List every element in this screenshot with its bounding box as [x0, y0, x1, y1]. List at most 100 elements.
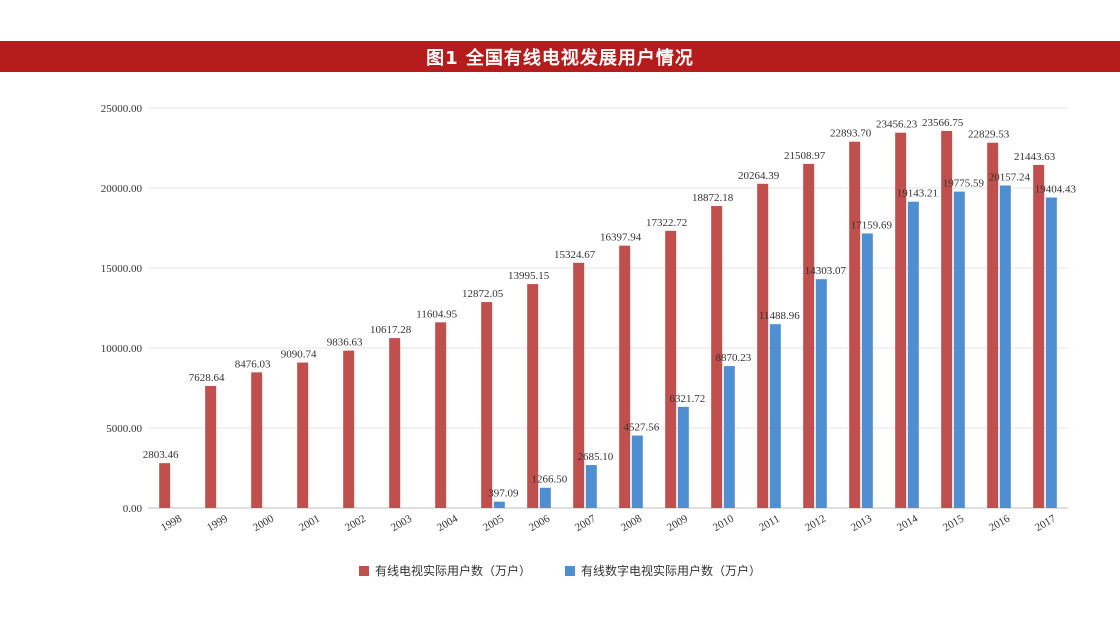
bar-cable-users	[1033, 164, 1045, 508]
data-label: 19143.21	[897, 188, 938, 200]
data-label: 6321.72	[669, 393, 705, 405]
y-tick-label: 20000.00	[101, 183, 143, 195]
bar-cable-users	[435, 322, 447, 508]
bar-cable-users	[251, 372, 263, 508]
bar-cable-users	[205, 385, 217, 508]
data-label: 11604.95	[416, 308, 457, 320]
legend-swatch-blue	[565, 565, 575, 576]
y-tick-label: 15000.00	[101, 263, 143, 275]
x-tick-label: 2005	[481, 512, 506, 534]
bar-digital-users	[677, 406, 689, 508]
data-label: 19775.59	[943, 178, 985, 190]
bar-digital-users	[953, 191, 965, 508]
bar-cable-users	[343, 350, 355, 508]
data-label: 13995.15	[508, 270, 550, 282]
bar-digital-users	[815, 279, 827, 508]
bar-cable-users	[941, 130, 953, 508]
data-label: 21443.63	[1014, 151, 1056, 163]
x-tick-label: 2001	[297, 513, 322, 534]
x-tick-label: 2009	[665, 512, 690, 534]
data-label: 11488.96	[759, 310, 800, 322]
bar-digital-users	[493, 501, 505, 508]
x-tick-label: 2008	[619, 512, 644, 534]
bar-cable-users	[619, 245, 631, 508]
x-tick-label: 2002	[343, 513, 368, 534]
chart-title: 图1 全国有线电视发展用户情况	[426, 47, 694, 69]
bar-cable-users	[849, 141, 861, 508]
bar-digital-users	[861, 233, 873, 509]
data-label: 8476.03	[235, 358, 271, 370]
bar-cable-users	[803, 163, 815, 508]
bar-cable-users	[895, 132, 907, 508]
x-tick-label: 2011	[757, 513, 782, 534]
bar-cable-users	[389, 338, 401, 508]
bar-digital-users	[769, 324, 781, 508]
x-tick-label: 2017	[1033, 512, 1058, 534]
x-tick-label: 2010	[711, 512, 736, 534]
y-tick-label: 0.00	[123, 503, 143, 515]
legend-swatch-red	[358, 565, 369, 576]
bar-cable-users	[481, 302, 493, 508]
data-label: 22893.70	[830, 128, 872, 140]
x-tick-label: 2006	[527, 512, 552, 534]
title-banner: 图1 全国有线电视发展用户情况	[0, 41, 1120, 72]
data-label: 10617.28	[370, 324, 412, 336]
bar-digital-users	[723, 366, 735, 508]
legend-label-digital-users: 有线数字电视实际用户数（万户）	[581, 564, 762, 578]
legend-item-digital-users: 有线数字电视实际用户数（万户）	[565, 562, 761, 579]
bar-cable-users	[757, 183, 769, 508]
data-label: 19404.43	[1035, 184, 1077, 196]
data-label: 8870.23	[715, 352, 751, 364]
legend-label-cable-users: 有线电视实际用户数（万户）	[374, 564, 531, 578]
data-label: 4527.56	[623, 422, 659, 434]
data-label: 2803.46	[143, 449, 179, 461]
data-label: 1266.50	[531, 474, 567, 486]
bar-cable-users	[159, 463, 171, 508]
data-label: 20157.24	[989, 171, 1031, 183]
bar-cable-users	[573, 262, 585, 508]
data-label: 17322.72	[646, 217, 687, 229]
x-tick-label: 2014	[895, 512, 920, 534]
data-label: 15324.67	[554, 249, 596, 261]
x-tick-label: 2013	[849, 512, 874, 534]
x-tick-label: 2015	[941, 512, 966, 534]
data-label: 14303.07	[805, 265, 847, 277]
x-tick-label: 2003	[389, 512, 414, 534]
bar-digital-users	[631, 435, 643, 508]
bar-digital-users	[999, 185, 1011, 508]
data-label: 16397.94	[600, 232, 642, 244]
x-tick-label: 1998	[159, 512, 184, 534]
y-tick-label: 25000.00	[101, 103, 143, 115]
bar-cable-users	[987, 142, 999, 508]
data-label: 20264.39	[738, 170, 780, 182]
y-tick-label: 5000.00	[106, 423, 142, 435]
bar-cable-users	[711, 206, 723, 509]
data-label: 7628.64	[189, 372, 225, 384]
bar-cable-users	[527, 284, 539, 508]
data-label: 12872.05	[462, 288, 504, 300]
data-label: 22829.53	[968, 129, 1010, 141]
legend-item-cable-users: 有线电视实际用户数（万户）	[358, 562, 531, 579]
bar-digital-users	[585, 465, 597, 508]
data-label: 21508.97	[784, 150, 826, 162]
x-tick-label: 1999	[205, 512, 230, 534]
data-label: 18872.18	[692, 192, 734, 204]
bar-digital-users	[907, 201, 919, 509]
data-label: 2685.10	[577, 451, 613, 463]
bar-cable-users	[297, 362, 309, 508]
x-tick-label: 2007	[573, 512, 598, 534]
x-tick-label: 2016	[987, 512, 1012, 534]
data-label: 397.09	[488, 488, 519, 500]
bar-cable-users	[665, 230, 677, 508]
data-label: 23566.75	[922, 117, 964, 129]
x-tick-label: 2012	[803, 513, 828, 534]
y-tick-label: 10000.00	[101, 343, 143, 355]
x-tick-label: 2000	[251, 512, 276, 534]
bar-digital-users	[539, 487, 551, 508]
bar-digital-users	[1045, 197, 1057, 508]
data-label: 9836.63	[327, 337, 363, 349]
data-label: 9090.74	[281, 349, 317, 361]
legend: 有线电视实际用户数（万户） 有线数字电视实际用户数（万户）	[0, 562, 1120, 579]
x-tick-label: 2004	[435, 512, 460, 534]
